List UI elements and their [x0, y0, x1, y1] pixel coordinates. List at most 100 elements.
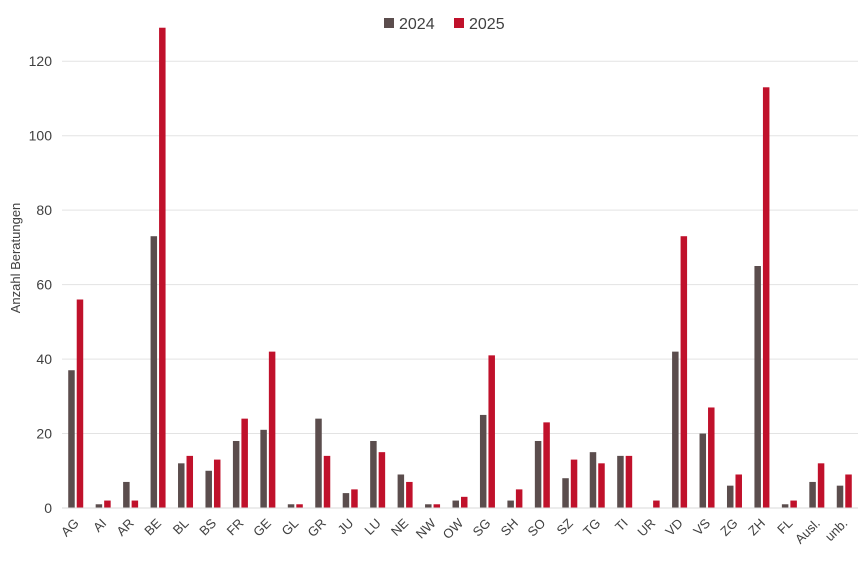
y-tick-label: 100	[29, 128, 53, 144]
bar-2025-SZ	[570, 459, 578, 508]
x-tick-label: ZG	[717, 516, 740, 539]
bar-2024-SG	[479, 414, 487, 508]
legend: 2024 2025	[384, 16, 505, 33]
bar-2025-VD	[680, 236, 688, 508]
bar-2025-NW	[433, 504, 441, 508]
legend-label-2025: 2025	[469, 16, 505, 33]
bar-2025-AI	[104, 500, 111, 508]
x-tick-label: FL	[774, 516, 795, 537]
bar-2025-GR	[323, 455, 331, 508]
x-tick-label: VS	[690, 515, 713, 538]
x-tick-label: Ausl.	[792, 516, 823, 547]
bar-2024-TG	[589, 452, 597, 508]
x-tick-label: JU	[334, 516, 356, 538]
x-tick-label: BL	[170, 516, 192, 538]
bar-2025-AR	[131, 500, 139, 508]
x-tick-label: SG	[470, 516, 494, 540]
bar-2024-BE	[150, 236, 158, 508]
x-tick-label: OW	[440, 515, 467, 542]
x-tick-label: TG	[580, 516, 603, 539]
bar-2024-AG	[68, 370, 75, 508]
bar-2025-FR	[241, 418, 248, 508]
bar-2024-VD	[672, 351, 679, 508]
bar-2024-SH	[507, 500, 514, 508]
y-tick-label: 120	[29, 53, 53, 69]
bar-2025-UR	[653, 500, 660, 508]
bar-2024-TI	[617, 455, 624, 508]
bars	[68, 27, 852, 509]
y-axis-title: Anzahl Beratungen	[8, 203, 23, 314]
y-tick-label: 20	[36, 426, 52, 442]
bar-2024-NW	[425, 504, 432, 508]
bar-2025-BL	[186, 455, 194, 508]
bar-2024-VS	[699, 433, 707, 508]
legend-swatch-2024	[384, 18, 394, 28]
x-tick-label: AR	[113, 516, 136, 539]
gridlines	[62, 60, 858, 435]
x-tick-label: NE	[388, 515, 412, 539]
bar-2024-Ausl.	[809, 481, 816, 508]
bar-2025-ZH	[762, 87, 770, 509]
x-tick-label: GE	[250, 515, 274, 539]
bar-2024-ZG	[726, 485, 734, 508]
bar-2024-SZ	[562, 478, 569, 508]
y-tick-label: 80	[36, 202, 52, 218]
x-tick-label: AI	[90, 516, 109, 535]
bar-2025-FL	[790, 500, 797, 508]
bar-2024-FL	[781, 504, 789, 508]
x-tick-label: ZH	[745, 516, 768, 539]
x-tick-label: FR	[224, 516, 247, 539]
bar-2024-NE	[397, 474, 405, 508]
bar-2024-BS	[205, 470, 212, 508]
bar-2025-NE	[406, 481, 413, 508]
x-tick-label: GR	[304, 516, 328, 540]
bar-2024-AI	[95, 504, 103, 508]
bar-2025-OW	[461, 496, 468, 508]
y-axis-ticks: 0 20 40 60 80 100 120	[29, 53, 53, 516]
x-tick-label: LU	[361, 516, 383, 538]
bar-2024-GL	[287, 504, 295, 508]
bar-2024-JU	[342, 493, 350, 508]
bar-2025-SO	[543, 422, 550, 508]
x-tick-label: NW	[413, 515, 439, 541]
bar-2025-ZG	[735, 474, 742, 508]
x-tick-label: AG	[58, 516, 82, 540]
bar-2025-VS	[708, 407, 715, 508]
bar-2024-ZH	[754, 266, 761, 508]
bar-2025-TG	[598, 463, 605, 508]
bar-2024-unb.	[836, 485, 844, 508]
y-tick-label: 60	[36, 277, 52, 293]
bar-2025-BS	[213, 459, 221, 508]
x-tick-label: TI	[612, 516, 631, 535]
y-tick-label: 0	[44, 500, 52, 516]
x-tick-label: VD	[662, 516, 685, 539]
legend-label-2024: 2024	[399, 16, 435, 33]
bar-2024-FR	[232, 440, 240, 508]
bar-2025-GL	[296, 504, 303, 508]
x-tick-label: SZ	[554, 515, 576, 537]
bar-2025-GE	[268, 351, 276, 508]
bar-2024-GE	[260, 429, 267, 508]
x-tick-label: BS	[196, 515, 219, 538]
bar-2024-LU	[370, 440, 377, 508]
x-tick-label: BE	[141, 515, 164, 538]
bar-2025-JU	[351, 489, 358, 508]
y-tick-label: 40	[36, 351, 52, 367]
x-tick-label: SO	[525, 516, 549, 540]
x-tick-label: unb.	[822, 516, 851, 545]
bar-2024-OW	[452, 500, 459, 508]
bar-2024-BL	[178, 463, 185, 508]
bar-2025-SH	[515, 489, 523, 508]
bar-2024-GR	[315, 418, 322, 508]
bar-2024-SO	[534, 440, 542, 508]
bar-2025-AG	[76, 299, 84, 508]
bar-2025-TI	[625, 455, 633, 508]
bar-2024-AR	[123, 481, 130, 508]
x-tick-label: GL	[279, 516, 302, 539]
x-tick-label: SH	[498, 516, 521, 539]
bar-2025-Ausl.	[817, 463, 825, 508]
x-tick-label: UR	[634, 516, 658, 540]
x-axis-ticks: AG AI AR BE BL BS FR GE GL GR JU LU NE NW OW SG SH SO SZ TG…	[58, 515, 850, 547]
